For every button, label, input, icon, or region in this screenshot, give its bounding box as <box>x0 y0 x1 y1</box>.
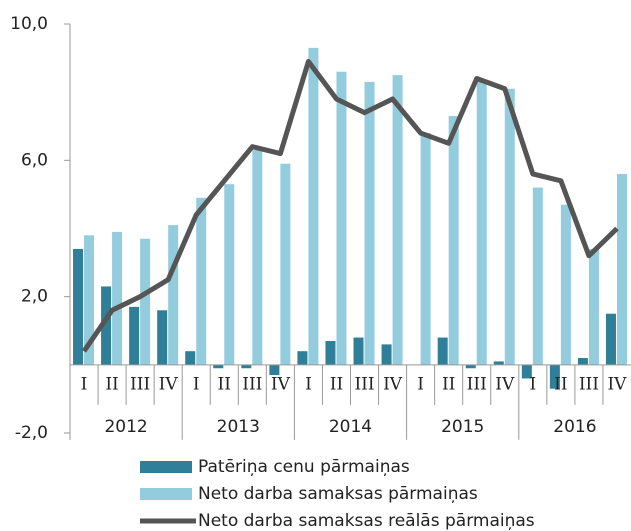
x-tick-label: III <box>579 374 599 394</box>
bar <box>224 184 235 365</box>
x-tick-label: I <box>305 374 312 394</box>
bar <box>308 47 319 365</box>
group-label: 2014 <box>329 417 372 437</box>
bar <box>213 364 224 369</box>
legend-swatch <box>140 488 192 500</box>
x-tick-label: II <box>330 374 343 394</box>
bar <box>280 163 291 365</box>
x-tick-label: IV <box>383 374 403 394</box>
bar <box>336 71 347 365</box>
bar <box>140 238 151 365</box>
bar <box>101 286 112 365</box>
x-tick-label: III <box>242 374 262 394</box>
bar <box>325 340 336 365</box>
bar <box>269 364 280 376</box>
bar <box>196 197 207 365</box>
x-tick-label: II <box>442 374 455 394</box>
legend-label: Neto darba samaksas pārmaiņas <box>198 484 478 504</box>
x-tick-label: III <box>130 374 150 394</box>
bar <box>297 351 308 365</box>
legend-label: Neto darba samaksas reālās pārmaiņas <box>198 511 535 531</box>
y-tick-label: 2,0 <box>21 287 48 307</box>
bar <box>532 187 543 365</box>
bar <box>353 337 364 365</box>
bar <box>448 116 459 365</box>
bar <box>129 306 140 365</box>
bar <box>493 361 504 365</box>
group-label: 2013 <box>217 417 260 437</box>
x-tick-label: I <box>193 374 200 394</box>
y-tick-label: 6,0 <box>21 150 48 170</box>
y-tick-label: 10,0 <box>10 14 48 34</box>
x-tick-label: IV <box>159 374 179 394</box>
bar <box>465 364 476 369</box>
bar <box>241 364 252 369</box>
bar <box>560 204 571 365</box>
group-label: 2016 <box>553 417 596 437</box>
bar <box>521 364 532 379</box>
x-tick-label: IV <box>607 374 627 394</box>
group-label: 2015 <box>441 417 484 437</box>
x-tick-label: II <box>554 374 567 394</box>
bar <box>168 225 179 365</box>
bar <box>185 351 196 365</box>
x-tick-label: IV <box>271 374 291 394</box>
x-tick-label: I <box>529 374 536 394</box>
bar <box>605 313 616 365</box>
bar <box>437 337 448 365</box>
x-tick-label: IV <box>495 374 515 394</box>
bar <box>588 248 599 365</box>
bar <box>504 88 515 365</box>
x-tick-label: I <box>417 374 424 394</box>
legend-label: Patēriņa cenu pārmaiņas <box>198 457 410 477</box>
bar <box>476 81 487 365</box>
x-tick-label: II <box>105 374 118 394</box>
bar <box>252 150 263 365</box>
y-tick-label: -2,0 <box>15 423 48 443</box>
legend-swatch <box>140 461 192 473</box>
bar <box>364 81 375 365</box>
group-label: 2012 <box>104 417 147 437</box>
bar <box>84 235 95 365</box>
bar <box>549 364 560 389</box>
bar <box>420 133 431 365</box>
bar <box>73 248 84 365</box>
x-tick-label: I <box>81 374 88 394</box>
bar <box>112 231 123 365</box>
line <box>81 58 619 353</box>
bar <box>392 75 403 365</box>
bar <box>157 310 168 365</box>
x-tick-label: III <box>467 374 487 394</box>
bar <box>577 358 588 365</box>
x-tick-label: III <box>354 374 374 394</box>
x-tick-label: II <box>218 374 231 394</box>
bar <box>616 173 627 365</box>
bar <box>381 344 392 365</box>
